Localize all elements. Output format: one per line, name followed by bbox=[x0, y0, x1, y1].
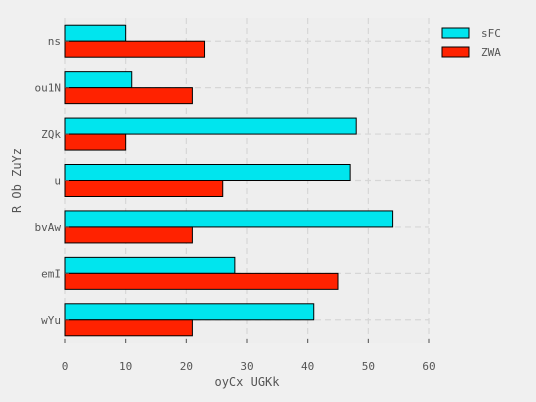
bar-sFC-emI bbox=[64, 256, 236, 274]
x-tick-label: 0 bbox=[62, 360, 69, 373]
legend-swatch-sFC bbox=[441, 27, 470, 39]
x-tick-label: 20 bbox=[180, 360, 193, 373]
bars bbox=[64, 24, 394, 337]
y-axis-label: R Ob ZuYz bbox=[10, 148, 24, 213]
bar-sFC-ns bbox=[64, 24, 127, 42]
bar-sFC-u bbox=[64, 164, 351, 181]
y-tick-label: wYu bbox=[41, 314, 61, 327]
bar-ZWA-u bbox=[64, 180, 224, 197]
y-axis: ns ou1N ZQk u bvAw emI wYu bbox=[35, 35, 69, 327]
legend-label-sFC: sFC bbox=[481, 27, 501, 40]
legend-swatch-ZWA bbox=[441, 46, 470, 58]
bar-ZWA-bvAw bbox=[64, 226, 193, 244]
y-tick-label: ns bbox=[48, 35, 61, 48]
bar-ZWA-ns bbox=[64, 40, 206, 58]
bar-sFC-wYu bbox=[64, 303, 315, 321]
y-tick-label: emI bbox=[41, 267, 61, 280]
bar-ZWA-ZQk bbox=[64, 133, 127, 151]
x-tick-label: 30 bbox=[240, 360, 253, 373]
bar-ZWA-emI bbox=[64, 272, 339, 290]
bar-sFC-bvAw bbox=[64, 210, 394, 228]
y-tick-label: bvAw bbox=[35, 221, 62, 234]
x-tick-label: 40 bbox=[301, 360, 314, 373]
bar-sFC-ZQk bbox=[64, 117, 357, 135]
legend: sFC ZWA bbox=[441, 27, 501, 59]
y-tick-label: u bbox=[54, 175, 61, 188]
bar-ZWA-ou1N bbox=[64, 87, 193, 105]
x-tick-label: 10 bbox=[119, 360, 132, 373]
y-tick-label: ou1N bbox=[35, 82, 62, 95]
x-axis: 0 10 20 30 40 50 60 bbox=[62, 339, 436, 373]
x-tick-label: 50 bbox=[362, 360, 375, 373]
legend-label-ZWA: ZWA bbox=[481, 46, 501, 59]
x-tick-label: 60 bbox=[422, 360, 435, 373]
y-tick-label: ZQk bbox=[41, 128, 61, 141]
bar-ZWA-wYu bbox=[64, 319, 193, 337]
x-axis-label: oyCx UGKk bbox=[214, 375, 280, 389]
bar-sFC-ou1N bbox=[64, 71, 133, 89]
